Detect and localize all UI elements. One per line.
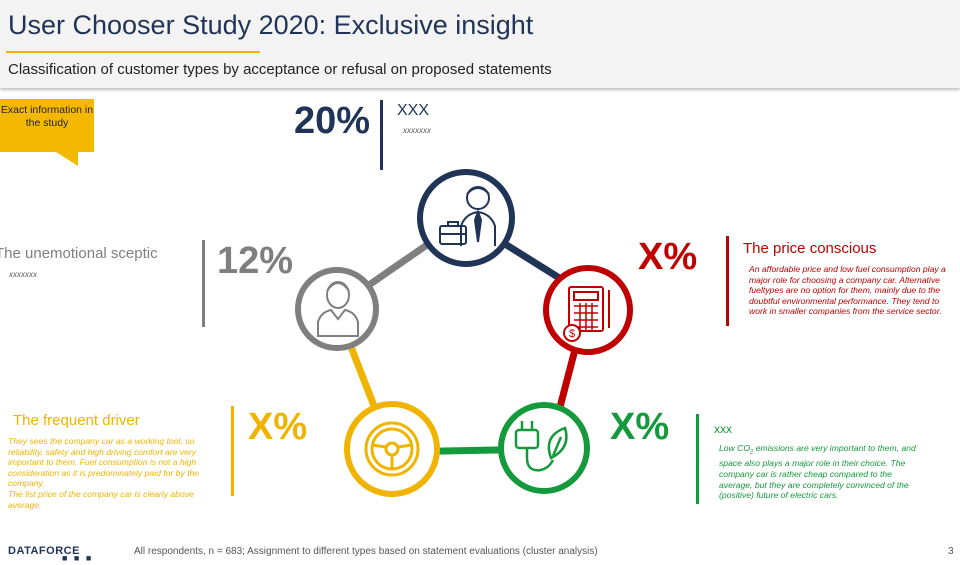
calculator-dollar-icon: $ bbox=[563, 286, 610, 342]
frequent-divider bbox=[231, 406, 234, 496]
dataforce-logo: DATAFORCE bbox=[8, 545, 80, 557]
frequent-description-1: They sees the company car as a working t… bbox=[8, 436, 200, 489]
svg-text:$: $ bbox=[569, 328, 575, 340]
eco-desc-post: emissions are very important to them, an… bbox=[719, 443, 916, 501]
steering-wheel-icon bbox=[364, 421, 420, 477]
price-description: An affordable price and low fuel consump… bbox=[749, 264, 946, 317]
price-percent: X% bbox=[638, 236, 698, 278]
sceptic-placeholder: xxxxxxx bbox=[9, 270, 37, 279]
frequent-name: The frequent driver bbox=[13, 412, 140, 429]
sceptic-name: The unemotional sceptic bbox=[0, 245, 158, 262]
sceptic-percent: 12% bbox=[217, 240, 294, 282]
businessman-briefcase-icon bbox=[439, 186, 496, 246]
page-title: User Chooser Study 2020: Exclusive insig… bbox=[8, 10, 534, 40]
eco-name: xxx bbox=[714, 422, 732, 436]
title-underline bbox=[6, 51, 260, 53]
price-divider bbox=[726, 236, 729, 326]
footer-note: All respondents, n = 683; Assignment to … bbox=[134, 546, 598, 557]
exact-info-callout: Exact information in the study bbox=[0, 99, 94, 152]
circle-price bbox=[543, 265, 633, 355]
price-name: The price conscious bbox=[743, 240, 877, 257]
sceptic-divider bbox=[202, 240, 205, 327]
top-divider bbox=[380, 100, 383, 170]
eco-divider bbox=[696, 414, 699, 504]
top-percent: 20% bbox=[294, 100, 371, 142]
callout-tail bbox=[56, 152, 78, 166]
person-icon bbox=[317, 281, 359, 337]
plug-leaf-icon bbox=[514, 421, 568, 472]
circle-eco bbox=[498, 402, 590, 494]
top-placeholder: xxxxxxx bbox=[403, 126, 431, 135]
header-bar: User Chooser Study 2020: Exclusive insig… bbox=[0, 0, 960, 88]
circle-frequent bbox=[344, 401, 440, 497]
eco-desc-pre: Low CO bbox=[719, 443, 751, 453]
eco-percent: X% bbox=[610, 406, 670, 448]
page-subtitle: Classification of customer types by acce… bbox=[8, 61, 552, 78]
page-number: 3 bbox=[948, 546, 954, 557]
frequent-percent: X% bbox=[248, 406, 308, 448]
frequent-description-2: The list price of the company car is cle… bbox=[8, 488, 194, 510]
frequent-description: They sees the company car as a working t… bbox=[8, 436, 218, 510]
top-name: XXX bbox=[397, 102, 430, 119]
eco-desc-sub: 2 bbox=[750, 449, 754, 456]
logo-dots: ■ ■ ■ bbox=[62, 553, 94, 563]
eco-description: Low CO2 emissions are very important to … bbox=[719, 443, 925, 501]
